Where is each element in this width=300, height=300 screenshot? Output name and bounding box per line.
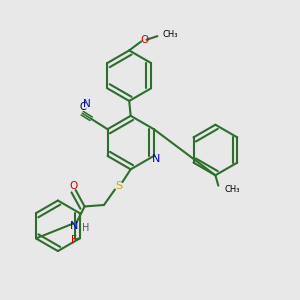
Text: O: O xyxy=(140,35,149,45)
Text: C: C xyxy=(80,103,86,112)
Text: N: N xyxy=(152,154,160,164)
Text: O: O xyxy=(69,181,77,191)
Text: N: N xyxy=(70,221,78,231)
Text: CH₃: CH₃ xyxy=(224,185,240,194)
Text: H: H xyxy=(82,223,89,233)
Text: S: S xyxy=(115,181,122,191)
Text: CH₃: CH₃ xyxy=(163,31,178,40)
Text: N: N xyxy=(83,99,91,109)
Text: F: F xyxy=(71,235,77,245)
